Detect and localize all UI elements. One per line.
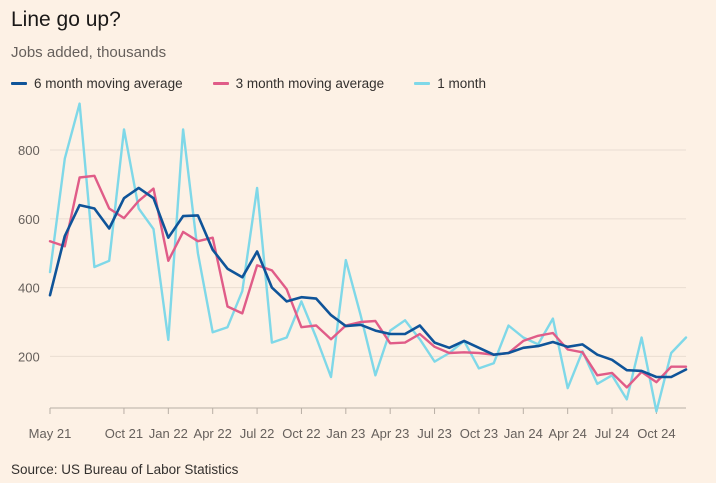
x-tick-label-1: Oct 21 <box>105 426 143 441</box>
x-tick-label-10: Jan 24 <box>504 426 543 441</box>
legend-label-6m: 6 month moving average <box>34 76 183 91</box>
y-tick-label-800: 800 <box>18 143 40 158</box>
y-tick-label-600: 600 <box>18 212 40 227</box>
legend-swatch-6m <box>11 82 27 85</box>
chart-subtitle: Jobs added, thousands <box>11 44 167 61</box>
x-tick-label-5: Oct 22 <box>282 426 320 441</box>
x-tick-label-2: Jan 22 <box>149 426 188 441</box>
series-line-6m <box>48 186 688 379</box>
legend-swatch-1m <box>414 82 431 85</box>
series-line-1m <box>48 102 688 413</box>
x-tick-label-4: Jul 22 <box>240 426 275 441</box>
x-tick-label-7: Apr 23 <box>371 426 409 441</box>
x-tick-label-11: Apr 24 <box>549 426 587 441</box>
x-tick-label-0: May 21 <box>29 426 72 441</box>
x-tick-label-3: Apr 22 <box>194 426 232 441</box>
legend: 6 month moving average 3 month moving av… <box>11 76 516 91</box>
legend-swatch-3m <box>212 82 229 85</box>
x-tick-label-8: Jul 23 <box>417 426 452 441</box>
x-tick-label-13: Oct 24 <box>637 426 675 441</box>
x-tick-label-6: Jan 23 <box>326 426 365 441</box>
x-tick-label-9: Oct 23 <box>460 426 498 441</box>
legend-item-3m: 3 month moving average <box>212 76 385 91</box>
legend-item-6m: 6 month moving average <box>11 76 183 91</box>
y-tick-label-400: 400 <box>18 281 40 296</box>
legend-label-3m: 3 month moving average <box>235 76 385 91</box>
chart-title: Line go up? <box>11 8 121 31</box>
legend-item-1m: 1 month <box>414 76 486 91</box>
x-tick-label-12: Jul 24 <box>595 426 630 441</box>
legend-label-1m: 1 month <box>437 76 486 91</box>
y-tick-label-200: 200 <box>18 349 40 364</box>
series-line-3m <box>48 174 688 389</box>
source-note: Source: US Bureau of Labor Statistics <box>11 462 239 477</box>
